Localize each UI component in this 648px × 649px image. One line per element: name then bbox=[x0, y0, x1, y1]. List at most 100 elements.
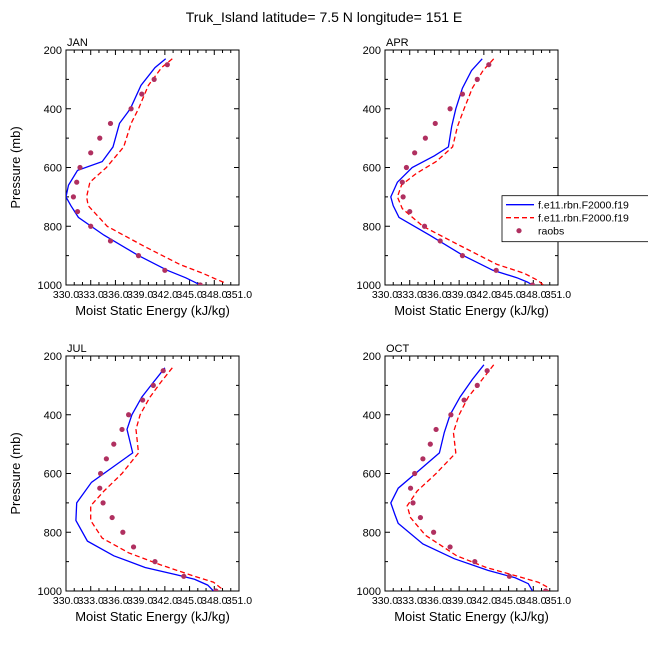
plot-area bbox=[75, 367, 222, 591]
y-tick-label: 600 bbox=[44, 469, 62, 481]
raobs-point bbox=[100, 500, 106, 506]
raobs-point bbox=[472, 559, 478, 565]
raobs-point bbox=[97, 135, 103, 141]
y-tick-label: 400 bbox=[363, 104, 381, 116]
raobs-point bbox=[459, 91, 466, 97]
y-tick-label: 200 bbox=[363, 351, 381, 363]
model-line-dashed bbox=[90, 367, 222, 591]
raobs-point bbox=[98, 470, 104, 477]
raobs-point bbox=[459, 253, 466, 259]
y-tick-label: 200 bbox=[363, 45, 381, 57]
raobs-point bbox=[74, 179, 80, 185]
raobs-point bbox=[97, 485, 103, 491]
raobs-point bbox=[162, 267, 168, 273]
legend-box bbox=[501, 195, 648, 243]
raobs-point bbox=[412, 150, 418, 156]
x-tick-label: 351.0 bbox=[545, 595, 571, 607]
raobs-point bbox=[399, 179, 405, 185]
chart-panel-oct: 330.0333.0336.0339.0342.0345.0348.0351.0… bbox=[357, 343, 572, 624]
y-tick-label: 600 bbox=[44, 163, 62, 175]
y-axis-label: Pressure (mb) bbox=[8, 126, 23, 208]
x-tick-label: 345.0 bbox=[495, 595, 521, 607]
y-tick-label: 400 bbox=[44, 410, 62, 422]
raobs-point bbox=[107, 238, 114, 244]
chart-panel-jul: 330.0333.0336.0339.0342.0345.0348.0351.0… bbox=[8, 343, 252, 624]
raobs-point bbox=[447, 544, 453, 550]
y-tick-label: 200 bbox=[44, 351, 62, 363]
panel-label: OCT bbox=[386, 343, 410, 355]
figure-title: Truk_Island latitude= 7.5 N longitude= 1… bbox=[185, 9, 463, 25]
raobs-point bbox=[407, 485, 414, 491]
raobs-point bbox=[120, 529, 126, 535]
raobs-point bbox=[422, 135, 428, 141]
x-tick-label: 333.0 bbox=[78, 289, 104, 301]
x-tick-label: 336.0 bbox=[102, 289, 128, 301]
raobs-point bbox=[543, 588, 549, 591]
x-tick-label: 333.0 bbox=[397, 595, 423, 607]
raobs-point bbox=[432, 120, 438, 127]
raobs-point bbox=[433, 426, 439, 433]
legend-label: f.e11.rbn.F2000.f19 bbox=[538, 213, 629, 225]
x-tick-label: 345.0 bbox=[176, 289, 202, 301]
model-line-solid bbox=[390, 364, 534, 591]
x-tick-label: 333.0 bbox=[397, 289, 423, 301]
x-tick-label: 348.0 bbox=[520, 595, 546, 607]
y-tick-label: 1000 bbox=[38, 586, 62, 598]
raobs-point bbox=[70, 194, 77, 200]
plot-area bbox=[66, 58, 226, 285]
plot-area bbox=[390, 364, 549, 591]
y-tick-label: 400 bbox=[363, 410, 381, 422]
x-tick-label: 339.0 bbox=[127, 289, 153, 301]
raobs-point bbox=[181, 573, 187, 579]
raobs-point bbox=[109, 514, 115, 521]
legend-marker bbox=[516, 228, 522, 234]
y-tick-label: 800 bbox=[44, 527, 62, 539]
x-tick-label: 342.0 bbox=[471, 289, 497, 301]
x-tick-label: 345.0 bbox=[495, 289, 521, 301]
x-tick-label: 336.0 bbox=[102, 595, 128, 607]
y-tick-label: 1000 bbox=[357, 280, 381, 292]
y-axis-label: Pressure (mb) bbox=[8, 432, 23, 514]
raobs-point bbox=[474, 382, 480, 388]
x-tick-label: 351.0 bbox=[226, 595, 252, 607]
plot-frame bbox=[65, 355, 240, 592]
raobs-point bbox=[139, 91, 145, 97]
x-tick-label: 330.0 bbox=[53, 289, 79, 301]
x-tick-label: 339.0 bbox=[446, 289, 472, 301]
raobs-point bbox=[437, 238, 443, 244]
x-tick-label: 345.0 bbox=[176, 595, 202, 607]
panel-label: APR bbox=[386, 37, 409, 49]
raobs-point bbox=[77, 164, 83, 171]
raobs-point bbox=[107, 120, 114, 127]
raobs-point bbox=[486, 62, 492, 68]
y-tick-label: 800 bbox=[363, 221, 381, 233]
raobs-point bbox=[493, 267, 499, 273]
model-line-solid bbox=[66, 58, 201, 285]
raobs-point bbox=[417, 514, 424, 521]
x-tick-label: 342.0 bbox=[152, 289, 178, 301]
x-tick-label: 336.0 bbox=[421, 289, 447, 301]
x-tick-label: 336.0 bbox=[421, 595, 447, 607]
raobs-point bbox=[150, 382, 156, 388]
model-line-dashed bbox=[406, 364, 549, 591]
raobs-point bbox=[410, 500, 416, 506]
x-tick-label: 351.0 bbox=[226, 289, 252, 301]
raobs-point bbox=[461, 397, 467, 403]
panel-label: JAN bbox=[67, 37, 88, 49]
y-tick-label: 600 bbox=[363, 163, 381, 175]
raobs-point bbox=[88, 150, 94, 156]
raobs-point bbox=[431, 529, 437, 535]
raobs-point bbox=[151, 76, 157, 82]
x-axis-label: Moist Static Energy (kJ/kg) bbox=[394, 303, 549, 318]
raobs-point bbox=[152, 559, 158, 565]
x-tick-label: 330.0 bbox=[53, 595, 79, 607]
raobs-point bbox=[421, 223, 428, 229]
x-tick-label: 348.0 bbox=[520, 289, 546, 301]
raobs-point bbox=[128, 106, 134, 112]
raobs-point bbox=[126, 412, 132, 418]
y-tick-label: 1000 bbox=[38, 280, 62, 292]
plot-frame bbox=[384, 355, 559, 592]
raobs-point bbox=[400, 194, 406, 200]
y-tick-label: 1000 bbox=[357, 586, 381, 598]
